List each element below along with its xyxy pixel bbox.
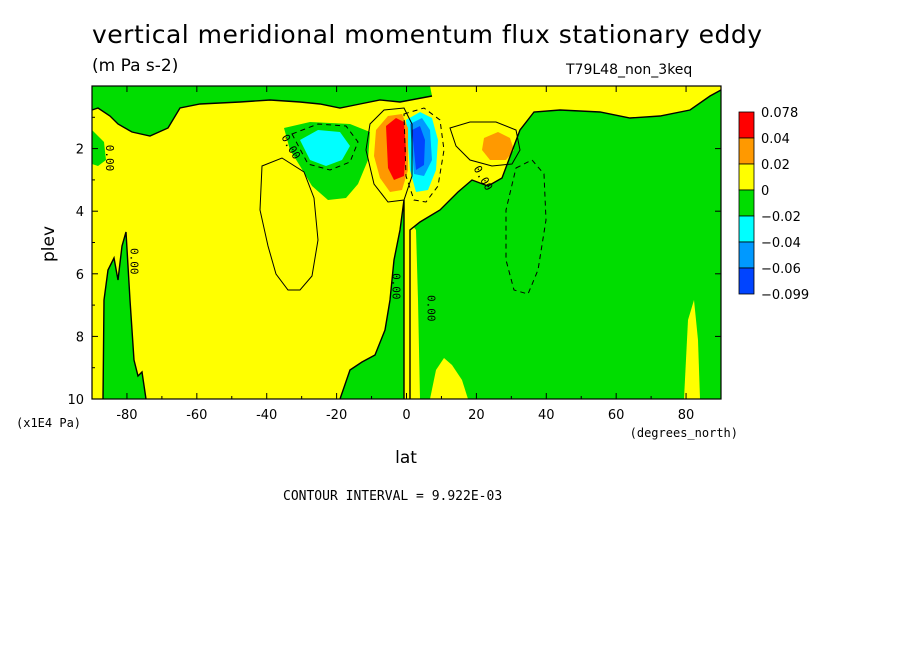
contour-line-negative-dashed — [403, 107, 445, 203]
run-label: T79L48_non_3keq — [566, 62, 693, 78]
x-tick-label: -60 — [186, 408, 207, 423]
field-core-negative-cyan-south — [300, 130, 350, 166]
contour-line-negative-dashed — [505, 159, 547, 295]
legend-color-swatch — [738, 163, 755, 191]
x-axis-label: lat — [395, 448, 417, 468]
x-tick-label: -80 — [116, 408, 137, 423]
contour-lines — [91, 89, 722, 400]
field-region-negative-top — [92, 86, 432, 136]
legend-level-label: −0.099 — [761, 288, 809, 303]
legend-color-swatch — [738, 111, 755, 139]
y-axis-label: plev — [39, 226, 59, 262]
contour-value-label: 0.00 — [424, 295, 437, 322]
field-core-positive-orange-north — [482, 132, 514, 160]
legend-color-swatch — [738, 215, 755, 243]
field-region-negative-equator — [340, 200, 404, 399]
contour-line-negative-dashed — [291, 123, 359, 171]
y-tick-label: 2 — [76, 143, 84, 158]
y-axis: 2 4 6 8 10 — [67, 116, 721, 408]
legend-color-swatch — [738, 267, 755, 295]
x-axis: -80 -60 -40 -20 0 20 40 60 80 — [91, 86, 722, 423]
field-region-negative-north-pole — [684, 300, 700, 399]
field-core-positive-red-equator — [386, 118, 406, 180]
contour-line-zero — [339, 199, 405, 400]
x-tick-label: 20 — [468, 408, 485, 423]
legend-color-swatch — [738, 241, 755, 269]
field-region-negative-east — [410, 90, 721, 399]
contour-value-label: 0.00 — [127, 248, 140, 275]
x-tick-label: 40 — [538, 408, 555, 423]
color-legend: 0.078 0.04 0.02 0 −0.02 −0.04 −0.06 −0.099 — [738, 106, 809, 303]
legend-level-label: −0.04 — [761, 236, 801, 251]
field-region-positive-yellow-band — [404, 222, 420, 399]
plot-area: 0.00 0.000.000.000.000.00 — [91, 85, 722, 400]
contour-line-zero — [409, 89, 722, 399]
legend-level-label: −0.02 — [761, 210, 801, 225]
y-axis-units: (x1E4 Pa) — [16, 416, 81, 430]
contour-line-positive — [259, 157, 319, 291]
field-region-negative-south-pole — [103, 232, 146, 399]
field-core-negative-deep-north — [412, 126, 425, 170]
contour-line-zero — [102, 231, 147, 400]
legend-color-swatch — [738, 137, 755, 165]
contour-value-label: 0.00 — [390, 273, 403, 300]
legend-level-label: 0.02 — [761, 158, 790, 173]
contour-line-zero — [91, 95, 433, 137]
field-region-positive-yellow-patch — [430, 358, 468, 399]
y-tick-label: 8 — [76, 330, 84, 345]
contour-line-positive — [365, 107, 413, 203]
legend-level-label: 0.04 — [761, 132, 790, 147]
x-tick-label: 80 — [678, 408, 695, 423]
legend-level-label: 0 — [761, 184, 769, 199]
legend-level-label: 0.078 — [761, 106, 798, 121]
x-tick-label: 0 — [402, 408, 410, 423]
y-tick-label: 10 — [67, 393, 84, 408]
x-tick-label: -40 — [256, 408, 277, 423]
chart-units: (m Pa s-2) — [92, 56, 179, 76]
contour-interval: CONTOUR INTERVAL = 9.922E-03 — [283, 489, 503, 504]
x-axis-units: (degrees_north) — [630, 426, 738, 440]
legend-color-swatch — [738, 189, 755, 217]
y-tick-label: 6 — [76, 268, 84, 283]
contour-value-label: 0.00 — [103, 145, 116, 172]
chart-title: vertical meridional momentum flux statio… — [92, 20, 763, 49]
contour-line-positive — [449, 121, 521, 167]
legend-level-label: −0.06 — [761, 262, 801, 277]
field-region-negative-left-pole — [92, 130, 106, 166]
x-tick-label: 60 — [608, 408, 625, 423]
y-tick-label: 4 — [76, 205, 84, 220]
x-tick-label: -20 — [326, 408, 347, 423]
